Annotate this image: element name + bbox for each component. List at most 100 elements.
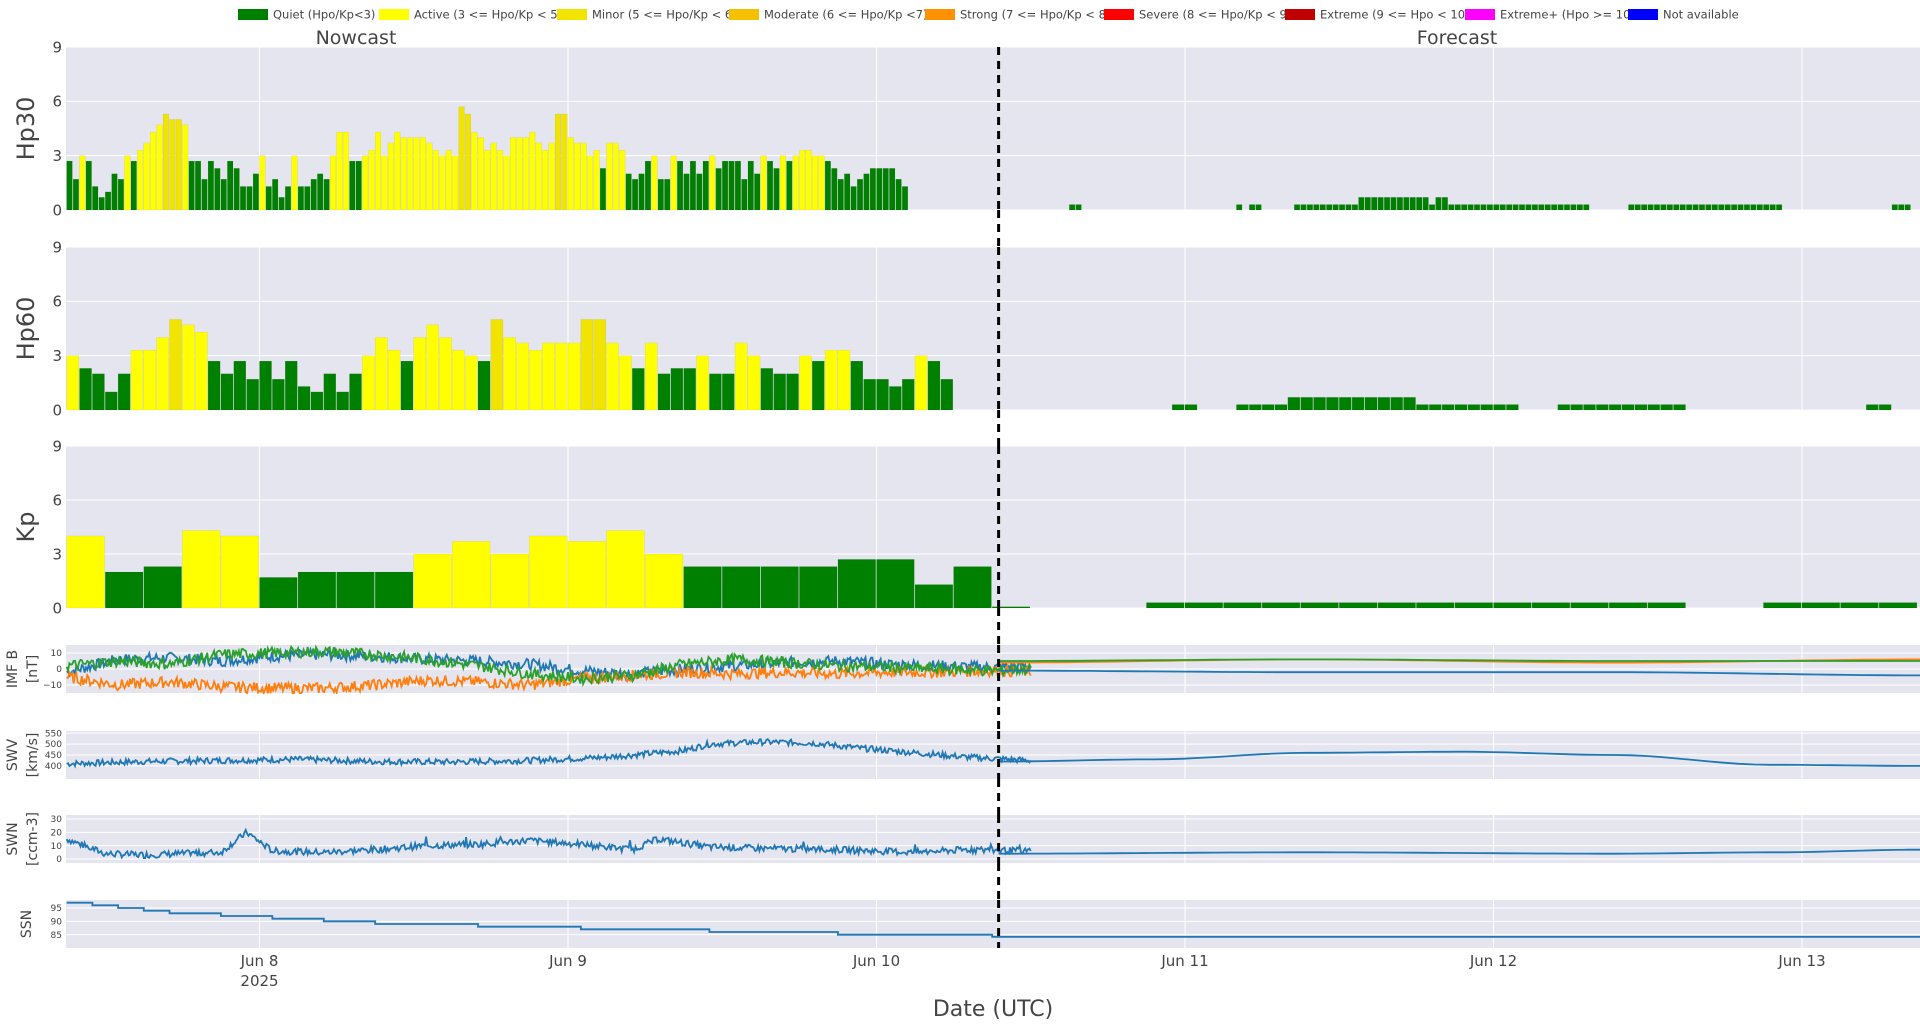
hp60-bar (761, 368, 773, 410)
legend-item[interactable]: Minor (5 <= Hpo/Kp < 6) (557, 8, 737, 22)
hp60-forecast-bar (1275, 405, 1287, 410)
hp30-bar (125, 156, 131, 210)
hp30-bar (330, 156, 336, 210)
legend-item[interactable]: Extreme+ (Hpo >= 10) (1465, 8, 1635, 22)
hp60-bar (684, 368, 696, 410)
hp30-bar (388, 143, 394, 210)
hp30-bar (607, 143, 613, 210)
hp60-forecast-bar (1339, 397, 1351, 410)
hp30-forecast-bar (1744, 205, 1750, 210)
legend-item[interactable]: Extreme (9 <= Hpo < 10) (1285, 8, 1470, 22)
hp60-bar (41, 338, 53, 410)
hp30-forecast-bar (1654, 205, 1660, 210)
legend-item[interactable]: Active (3 <= Hpo/Kp < 5) (379, 8, 562, 22)
hp30-bar (902, 186, 908, 210)
kp-forecast-bar (1378, 603, 1416, 608)
hp30-bar (774, 168, 780, 210)
legend-swatch (1104, 9, 1134, 20)
hp30-bar (459, 107, 465, 210)
hp30-bar (581, 143, 587, 210)
hp30-forecast-bar (1397, 197, 1403, 210)
hp30-bar (67, 161, 73, 210)
hp30-bar (825, 161, 831, 210)
legend-item[interactable]: Not available (1628, 8, 1739, 22)
hp30-bar (182, 125, 188, 210)
plot-background (66, 815, 1920, 863)
hp60-bar (697, 356, 709, 410)
hp30-bar (176, 119, 182, 210)
hp30-bar (883, 168, 889, 210)
hp60-bar (67, 356, 79, 410)
hp60-bar (671, 368, 683, 410)
kp-bar (568, 541, 606, 608)
y-tick-label: 550 (45, 729, 62, 739)
hp30-forecast-bar (1712, 205, 1718, 210)
hp30-forecast-bar (1892, 205, 1898, 210)
hp60-forecast-bar (1378, 397, 1390, 410)
hp60-bar (812, 361, 824, 410)
kp-bar (298, 572, 336, 608)
hp30-bar (504, 156, 510, 210)
kp-forecast-bar (1532, 603, 1570, 608)
hp60-forecast-bar (1288, 397, 1300, 410)
hp60-bar (414, 338, 426, 410)
y-axis-title: IMF B (5, 650, 21, 688)
y-tick-label: 0 (52, 599, 62, 617)
legend-item[interactable]: Moderate (6 <= Hpo/Kp <7) (729, 8, 928, 22)
hp30-bar (536, 143, 542, 210)
hp60-bar (170, 319, 182, 410)
hp60-bar (645, 343, 657, 410)
legend-label: Extreme (9 <= Hpo < 10) (1320, 8, 1470, 22)
nowcast-label: Nowcast (316, 27, 397, 49)
kp-bar (529, 536, 567, 608)
hp30-bar (240, 186, 246, 210)
hp30-forecast-bar (1763, 205, 1769, 210)
hp60-bar (182, 325, 194, 410)
hp30-bar (118, 179, 124, 210)
hp30-forecast-bar (1738, 205, 1744, 210)
hp30-bar (401, 138, 407, 210)
hp30-forecast-bar (1628, 205, 1634, 210)
kp-bar (838, 559, 876, 608)
hp30-forecast-bar (1718, 205, 1724, 210)
y-tick-label: 450 (45, 751, 62, 761)
plot-background (66, 247, 1920, 410)
legend-swatch (925, 9, 955, 20)
swn-panel: 0102030SWN [ccm-3] (5, 812, 1920, 866)
legend-item[interactable]: Strong (7 <= Hpo/Kp < 8) (925, 8, 1110, 22)
hp30-bar (626, 174, 632, 210)
legend-label: Extreme+ (Hpo >= 10) (1500, 8, 1635, 22)
hp30-bar (279, 197, 285, 210)
legend-label: Moderate (6 <= Hpo/Kp <7) (764, 8, 928, 22)
hp30-bar (697, 174, 703, 210)
hp30-forecast-bar (1725, 205, 1731, 210)
hp30-bar (857, 179, 863, 210)
hp30-bar (497, 150, 503, 210)
hp30-bar (735, 161, 741, 210)
hp30-bar (819, 156, 825, 210)
hp30-bar (510, 138, 516, 210)
hp30-bar (195, 161, 201, 210)
hp30-forecast-bar (1249, 205, 1255, 210)
hp30-bar (420, 138, 426, 210)
hp30-bar (812, 156, 818, 210)
hp60-forecast-bar (1506, 405, 1518, 410)
hp30-bar (221, 179, 227, 210)
hp30-bar (86, 161, 92, 210)
hp60-bar (619, 356, 631, 410)
hp30-forecast-bar (1641, 205, 1647, 210)
legend-item[interactable]: Severe (8 <= Hpo/Kp < 9) (1104, 8, 1291, 22)
hp60-bar (131, 350, 143, 410)
hp30-bar (304, 186, 310, 210)
hp30-bar (555, 114, 561, 210)
hp30-bar (613, 143, 619, 210)
hp60-bar (260, 361, 272, 410)
legend-item[interactable]: Quiet (Hpo/Kp<3) (238, 8, 375, 22)
hp60-bar (799, 356, 811, 410)
hp30-forecast-bar (1526, 205, 1532, 210)
hp30-bar (709, 156, 715, 210)
legend-swatch (1285, 9, 1315, 20)
hp30-bar (851, 186, 857, 210)
hp30-forecast-bar (1776, 205, 1782, 210)
hp30-bar (484, 150, 490, 210)
